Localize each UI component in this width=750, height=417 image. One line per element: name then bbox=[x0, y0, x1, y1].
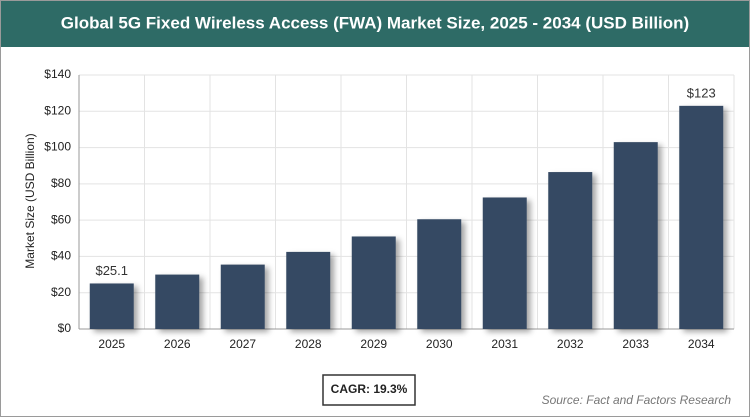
x-tick-label: 2031 bbox=[491, 337, 518, 351]
y-tick-label: $0 bbox=[58, 321, 72, 335]
value-label: $123 bbox=[687, 85, 716, 100]
bar bbox=[155, 274, 200, 329]
bar bbox=[89, 283, 134, 329]
bar bbox=[679, 105, 724, 329]
y-tick-label: $140 bbox=[44, 67, 71, 81]
x-tick-label: 2025 bbox=[98, 337, 125, 351]
cagr-box bbox=[322, 374, 416, 406]
y-tick-label: $120 bbox=[44, 103, 71, 117]
bar bbox=[286, 251, 331, 329]
x-tick-label: 2032 bbox=[557, 337, 584, 351]
bar bbox=[220, 264, 265, 329]
header-bar bbox=[1, 1, 749, 47]
bar bbox=[351, 236, 396, 329]
bar bbox=[548, 172, 593, 329]
bar bbox=[482, 197, 527, 329]
cagr-label: CAGR: 19.3% bbox=[331, 382, 408, 396]
x-tick-label: 2027 bbox=[229, 337, 256, 351]
y-tick-label: $80 bbox=[51, 176, 71, 190]
x-tick-label: 2033 bbox=[622, 337, 649, 351]
y-axis-title: Market Size (USD Billion) bbox=[23, 133, 37, 268]
x-tick-label: 2028 bbox=[295, 337, 322, 351]
bar bbox=[417, 219, 462, 329]
y-tick-label: $40 bbox=[51, 249, 71, 263]
y-tick-label: $100 bbox=[44, 140, 71, 154]
x-tick-label: 2034 bbox=[688, 337, 715, 351]
x-tick-label: 2029 bbox=[360, 337, 387, 351]
y-tick-label: $60 bbox=[51, 212, 71, 226]
x-tick-label: 2030 bbox=[426, 337, 453, 351]
bar bbox=[613, 142, 658, 329]
x-tick-label: 2026 bbox=[164, 337, 191, 351]
y-tick-label: $20 bbox=[51, 285, 71, 299]
chart-title: Global 5G Fixed Wireless Access (FWA) Ma… bbox=[61, 13, 689, 32]
value-label: $25.1 bbox=[95, 263, 128, 278]
source: Source: Fact and Factors Research bbox=[542, 393, 732, 407]
